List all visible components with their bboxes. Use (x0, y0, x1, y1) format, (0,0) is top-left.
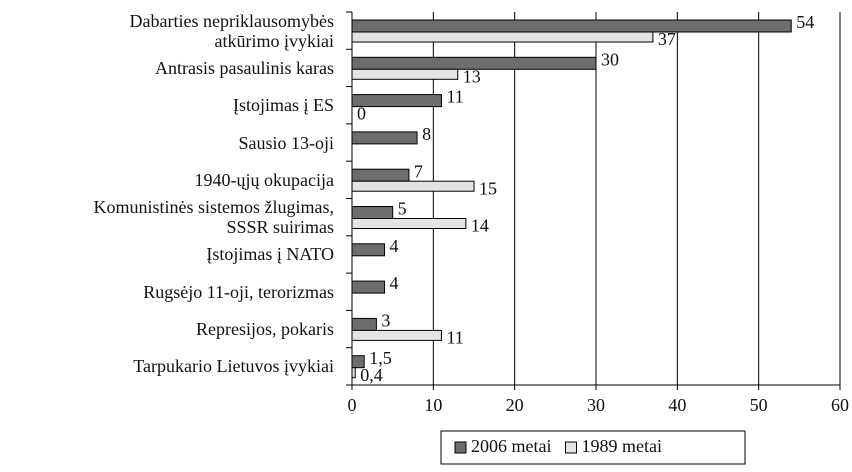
x-tick-label: 10 (424, 395, 442, 415)
y-tick-label: Komunistinės sistemos žlugimas, SSSR sui… (93, 197, 335, 238)
x-tick-label: 60 (831, 395, 849, 415)
legend-swatch (564, 441, 577, 454)
bar (351, 94, 442, 108)
value-label: 4 (390, 273, 399, 293)
x-tick-label: 50 (750, 395, 768, 415)
x-tick-label: 40 (668, 395, 686, 415)
value-label: 13 (463, 66, 481, 86)
y-tick-label: 1940-ųjų okupacija (194, 169, 334, 190)
x-tick-label: 0 (348, 395, 357, 415)
value-label: 30 (601, 49, 619, 69)
y-tick-label: Dabarties nepriklausomybės atkūrimo įvyk… (129, 10, 334, 51)
bar (351, 243, 386, 257)
bar (351, 180, 475, 192)
bar (351, 218, 467, 229)
y-tick-label: Rugsėjo 11-oji, terorizmas (143, 281, 334, 302)
value-label: 37 (658, 29, 676, 49)
x-tick-label: 30 (587, 395, 605, 415)
value-label: 0,4 (360, 365, 383, 385)
bar (351, 31, 654, 43)
bar (351, 131, 418, 145)
bar (351, 68, 459, 80)
bar (351, 280, 386, 294)
value-label: 15 (479, 178, 497, 198)
y-tick-label: Įstojimas į ES (232, 95, 334, 116)
legend-label: 2006 metai (471, 436, 551, 456)
y-tick-label: Tarpukario Lietuvos įvykiai (133, 356, 334, 377)
y-tick-label: Antrasis pasaulinis karas (155, 57, 334, 78)
bar (351, 329, 442, 341)
legend-swatch (454, 441, 467, 454)
value-label: 4 (390, 236, 399, 256)
value-label: 54 (796, 12, 814, 32)
value-label: 0 (357, 104, 366, 124)
value-label: 14 (471, 216, 489, 236)
value-label: 7 (414, 161, 423, 181)
bar (351, 168, 410, 182)
value-label: 11 (446, 328, 463, 348)
value-label: 5 (398, 199, 407, 219)
bar (351, 19, 792, 33)
value-label: 3 (381, 311, 390, 331)
y-tick-label: Sausio 13-oji (238, 132, 334, 153)
y-tick-label: Įstojimas į NATO (206, 244, 334, 265)
bar (351, 206, 394, 219)
value-label: 8 (422, 124, 431, 144)
value-label: 1,5 (369, 348, 392, 368)
legend-label: 1989 metai (581, 436, 661, 456)
legend-box (440, 430, 746, 465)
bar (351, 367, 356, 379)
x-tick-label: 20 (506, 395, 524, 415)
bar (351, 317, 377, 331)
bar (351, 355, 365, 369)
y-tick-label: Represijos, pokaris (196, 319, 334, 340)
value-label: 11 (446, 87, 463, 107)
bar (351, 56, 597, 70)
